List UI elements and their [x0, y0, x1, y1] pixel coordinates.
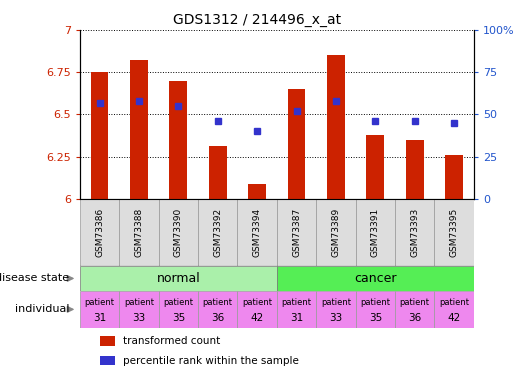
Text: 42: 42	[250, 313, 264, 322]
Text: GSM73386: GSM73386	[95, 208, 104, 257]
Bar	[356, 291, 395, 328]
Bar	[395, 291, 435, 328]
Text: 31: 31	[93, 313, 106, 322]
Bar	[80, 199, 119, 266]
Bar	[435, 199, 474, 266]
Bar	[119, 291, 159, 328]
Bar	[169, 81, 187, 199]
Bar	[288, 89, 305, 199]
Bar	[445, 155, 463, 199]
Text: GSM73387: GSM73387	[292, 208, 301, 257]
Text: GSM73394: GSM73394	[253, 208, 262, 257]
Bar	[119, 199, 159, 266]
Bar	[367, 135, 384, 199]
Text: 42: 42	[448, 313, 461, 322]
Bar	[99, 336, 115, 346]
Text: GDS1312 / 214496_x_at: GDS1312 / 214496_x_at	[174, 13, 341, 27]
Text: patient: patient	[321, 298, 351, 307]
Text: percentile rank within the sample: percentile rank within the sample	[123, 356, 299, 366]
Text: patient: patient	[242, 298, 272, 307]
Bar	[198, 291, 237, 328]
Text: GSM73390: GSM73390	[174, 208, 183, 257]
Text: patient: patient	[282, 298, 312, 307]
Text: individual: individual	[15, 304, 70, 314]
Bar	[130, 60, 148, 199]
Text: 31: 31	[290, 313, 303, 322]
Bar	[99, 356, 115, 365]
Text: GSM73392: GSM73392	[213, 208, 222, 257]
Bar	[237, 199, 277, 266]
Text: GSM73388: GSM73388	[134, 208, 143, 257]
Text: patient: patient	[163, 298, 193, 307]
Text: transformed count: transformed count	[123, 336, 220, 346]
Bar	[327, 56, 345, 199]
Bar	[159, 291, 198, 328]
Bar	[406, 140, 423, 199]
Bar	[356, 199, 395, 266]
Text: 36: 36	[408, 313, 421, 322]
Bar	[198, 199, 237, 266]
Text: GSM73391: GSM73391	[371, 208, 380, 257]
Bar	[91, 72, 108, 199]
Text: 33: 33	[132, 313, 146, 322]
Text: patient: patient	[439, 298, 469, 307]
Text: patient: patient	[203, 298, 233, 307]
Text: 35: 35	[369, 313, 382, 322]
Bar	[209, 147, 227, 199]
Text: disease state: disease state	[0, 273, 70, 284]
Text: normal: normal	[157, 272, 200, 285]
Bar	[248, 184, 266, 199]
Bar	[435, 291, 474, 328]
Text: GSM73393: GSM73393	[410, 208, 419, 257]
Bar	[277, 199, 316, 266]
Bar	[80, 291, 119, 328]
Text: patient: patient	[124, 298, 154, 307]
Text: 33: 33	[329, 313, 342, 322]
Bar	[159, 199, 198, 266]
Bar	[277, 266, 474, 291]
Text: GSM73395: GSM73395	[450, 208, 458, 257]
Text: 36: 36	[211, 313, 225, 322]
Bar	[237, 291, 277, 328]
Bar	[80, 266, 277, 291]
Bar	[316, 199, 356, 266]
Bar	[316, 291, 356, 328]
Bar	[395, 199, 435, 266]
Text: patient: patient	[360, 298, 390, 307]
Text: cancer: cancer	[354, 272, 397, 285]
Text: GSM73389: GSM73389	[332, 208, 340, 257]
Bar	[277, 291, 316, 328]
Text: 35: 35	[171, 313, 185, 322]
Text: patient: patient	[400, 298, 430, 307]
Text: patient: patient	[84, 298, 114, 307]
